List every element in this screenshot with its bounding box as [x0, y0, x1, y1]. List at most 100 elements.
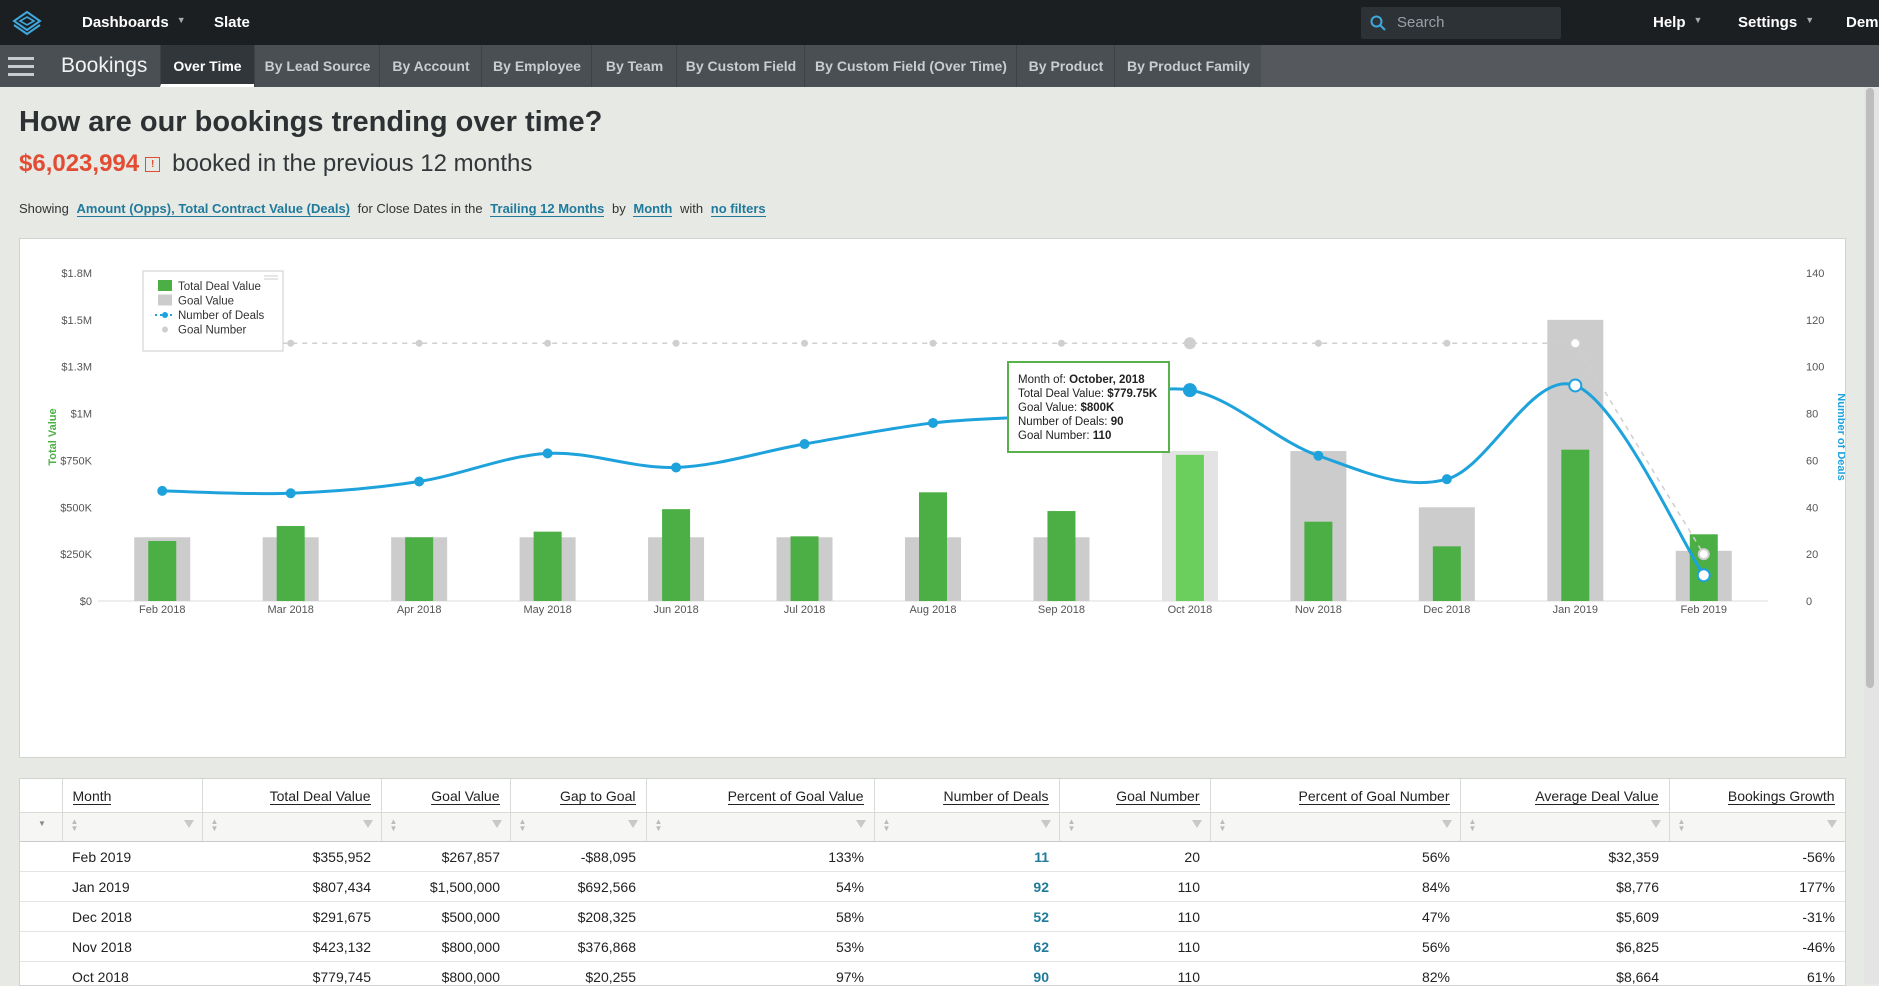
table-cell: $208,325 [510, 902, 646, 932]
goal-number-point [673, 340, 680, 347]
column-filter[interactable]: ▲▼ [510, 813, 646, 842]
nav-dashboards[interactable]: Dashboards▼ [82, 0, 186, 45]
column-filter[interactable]: ▲▼ [381, 813, 510, 842]
column-filter[interactable]: ▲▼ [1059, 813, 1210, 842]
column-header[interactable]: Goal Value [381, 779, 510, 813]
column-header[interactable]: Number of Deals [874, 779, 1059, 813]
search-box[interactable]: Search [1361, 7, 1561, 39]
page-scrollbar-thumb[interactable] [1866, 88, 1874, 688]
tab-by-team[interactable]: By Team [591, 45, 677, 87]
column-filter[interactable]: ▲▼ [1210, 813, 1460, 842]
date-range-link[interactable]: Trailing 12 Months [490, 201, 604, 217]
tab-by-product[interactable]: By Product [1016, 45, 1115, 87]
menu-icon[interactable] [8, 57, 34, 77]
y-tick-label: $1.5M [61, 315, 92, 327]
column-filter[interactable]: ▲▼ [1669, 813, 1845, 842]
filters-link[interactable]: no filters [711, 201, 766, 217]
tab-by-account[interactable]: By Account [379, 45, 482, 87]
nav-settings[interactable]: Settings▼ [1738, 0, 1814, 45]
total-amount: $6,023,994 [19, 150, 139, 177]
x-tick-label: Sep 2018 [1038, 604, 1085, 616]
column-filter[interactable]: ▲▼ [62, 813, 202, 842]
column-header[interactable]: Month [62, 779, 202, 813]
x-tick-label: Jun 2018 [653, 604, 698, 616]
nav-slate[interactable]: Slate [214, 0, 250, 45]
sort-icon[interactable]: ▲▼ [519, 818, 527, 832]
column-header[interactable]: Total Deal Value [202, 779, 381, 813]
search-icon [1370, 15, 1386, 31]
table-cell: -56% [1669, 842, 1845, 872]
filter-icon[interactable] [1651, 820, 1661, 828]
table-cell: $355,952 [202, 842, 381, 872]
table-cell: 110 [1059, 932, 1210, 962]
table-cell: $5,609 [1460, 902, 1669, 932]
table-cell[interactable]: 62 [874, 932, 1059, 962]
filter-icon[interactable] [363, 820, 373, 828]
y-tick-label: $1.3M [61, 362, 92, 374]
x-tick-label: Feb 2019 [1681, 604, 1727, 616]
column-header[interactable]: Percent of Goal Value [646, 779, 874, 813]
tab-over-time[interactable]: Over Time [160, 45, 254, 87]
warning-icon[interactable]: ! [145, 157, 160, 172]
table-cell[interactable]: 92 [874, 872, 1059, 902]
filter-icon[interactable] [1442, 820, 1452, 828]
sort-icon[interactable]: ▲▼ [1068, 818, 1076, 832]
tab-by-product-family[interactable]: By Product Family [1114, 45, 1263, 87]
filter-icon[interactable] [628, 820, 638, 828]
table-cell[interactable]: 11 [874, 842, 1059, 872]
filter-icon[interactable] [1192, 820, 1202, 828]
table-cell: 82% [1210, 962, 1460, 986]
column-filter[interactable]: ▲▼ [646, 813, 874, 842]
table-cell[interactable]: 52 [874, 902, 1059, 932]
column-header[interactable]: Goal Number [1059, 779, 1210, 813]
column-header[interactable]: Average Deal Value [1460, 779, 1669, 813]
column-header[interactable]: Bookings Growth [1669, 779, 1845, 813]
column-filter[interactable]: ▲▼ [874, 813, 1059, 842]
sort-icon[interactable]: ▲▼ [390, 818, 398, 832]
table-cell: $800,000 [381, 932, 510, 962]
table-cell: Dec 2018 [62, 902, 202, 932]
filter-icon[interactable] [1041, 820, 1051, 828]
table-cell: $8,776 [1460, 872, 1669, 902]
table-cell[interactable]: 90 [874, 962, 1059, 986]
x-tick-label: Jan 2019 [1553, 604, 1598, 616]
table-cell: Nov 2018 [62, 932, 202, 962]
sort-icon[interactable]: ▲▼ [883, 818, 891, 832]
sort-icon[interactable]: ▲▼ [1469, 818, 1477, 832]
app-logo-icon[interactable] [12, 10, 42, 36]
metric-selector-link[interactable]: Amount (Opps), Total Contract Value (Dea… [77, 201, 351, 217]
search-input[interactable]: Search [1397, 7, 1445, 39]
column-filter[interactable]: ▲▼ [1460, 813, 1669, 842]
filter-icon[interactable] [856, 820, 866, 828]
legend-label: Total Deal Value [178, 281, 261, 293]
sort-icon[interactable]: ▲▼ [655, 818, 663, 832]
table-cell: $267,857 [381, 842, 510, 872]
filter-toggle[interactable]: ▼ [20, 813, 62, 842]
nav-help[interactable]: Help▼ [1653, 0, 1702, 45]
sort-icon[interactable]: ▲▼ [1219, 818, 1227, 832]
number-of-deals-point [1184, 384, 1196, 396]
tab-by-lead-source[interactable]: By Lead Source [254, 45, 380, 87]
filter-icon[interactable] [492, 820, 502, 828]
sort-icon[interactable]: ▲▼ [1678, 818, 1686, 832]
number-of-deals-point [801, 440, 809, 448]
total-deal-value-bar [1433, 546, 1461, 601]
filter-icon[interactable] [184, 820, 194, 828]
tab-by-custom-field-over-time[interactable]: By Custom Field (Over Time) [804, 45, 1017, 87]
page-title: How are our bookings trending over time? [19, 106, 602, 139]
filter-icon[interactable] [1827, 820, 1837, 828]
column-header[interactable]: Gap to Goal [510, 779, 646, 813]
nav-demo[interactable]: Demo [1846, 0, 1879, 45]
period-link[interactable]: Month [633, 201, 672, 217]
column-filter[interactable]: ▲▼ [202, 813, 381, 842]
sort-icon[interactable]: ▲▼ [71, 818, 79, 832]
sort-icon[interactable]: ▲▼ [211, 818, 219, 832]
tab-by-custom-field[interactable]: By Custom Field [676, 45, 805, 87]
column-header[interactable]: Percent of Goal Number [1210, 779, 1460, 813]
tab-by-employee[interactable]: By Employee [481, 45, 592, 87]
